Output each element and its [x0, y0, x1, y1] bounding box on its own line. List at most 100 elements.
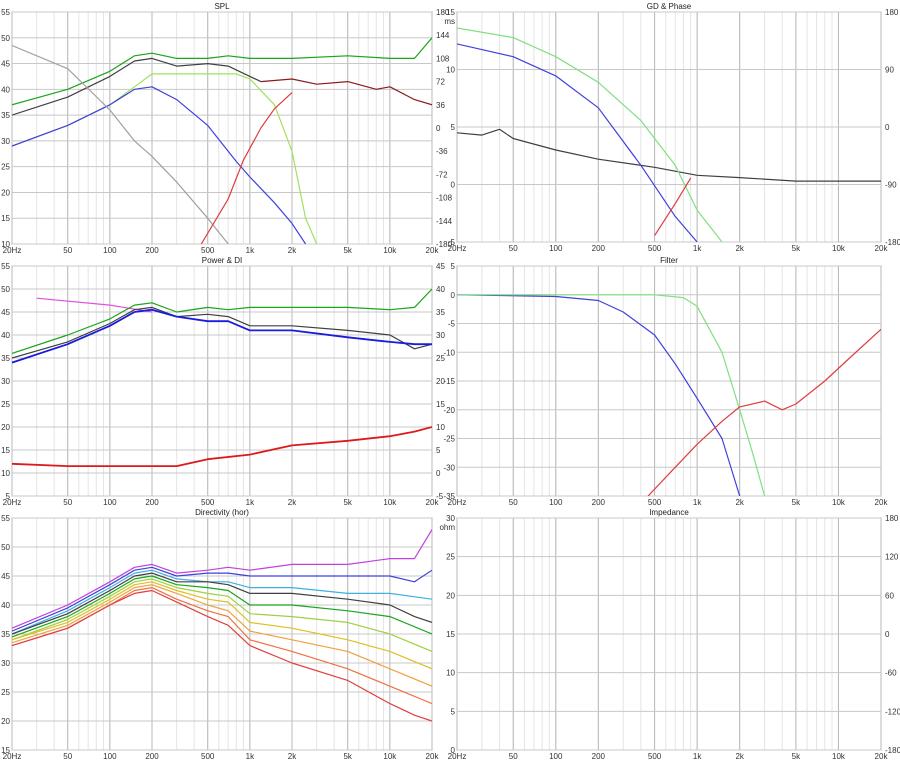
- y2-tick-label: 60: [885, 591, 894, 600]
- y-tick-label: 30: [1, 377, 10, 386]
- chart-gd-phase: 20Hz 50 100 200 500 1k 2k 5k 10k 20k -5 0 5 10 15 -180 -…: [444, 2, 900, 253]
- x-tick-label: 1k: [246, 752, 255, 761]
- y-tick-label: 15: [446, 630, 455, 639]
- y-tick-label: 50: [1, 285, 10, 294]
- y2-tick-label: 36: [436, 101, 445, 110]
- series-line-4: [654, 177, 692, 236]
- x-tick-label: 20k: [875, 752, 889, 761]
- x-tick-label: 1k: [246, 246, 255, 255]
- y-tick-label: 10: [1, 469, 10, 478]
- x-tick-label: 20Hz: [3, 498, 22, 507]
- series-line-2: [12, 566, 432, 632]
- series-line-7: [200, 92, 293, 244]
- x-tick-label: 5k: [792, 752, 801, 761]
- x-tick-label: 5k: [343, 752, 352, 761]
- y-tick-label: 45: [1, 308, 10, 317]
- y2-tick-label: -72: [436, 170, 448, 179]
- x-tick-label: 20Hz: [3, 752, 22, 761]
- y2-tick-label: 120: [885, 553, 899, 562]
- series-line-8: [12, 584, 432, 687]
- x-tick-label: 10k: [832, 244, 846, 253]
- series-group: [457, 294, 881, 496]
- x-tick-label: 500: [201, 246, 215, 255]
- x-tick-label: 500: [201, 498, 215, 507]
- y2-tick-label: -180: [885, 238, 900, 247]
- y2-tick-label: -108: [436, 194, 453, 203]
- y2-tick-label: -144: [436, 217, 453, 226]
- series-line-1: [12, 37, 432, 106]
- y-tick-label: 10: [446, 669, 455, 678]
- y2-tick-label: -90: [885, 181, 897, 190]
- x-tick-label: 5k: [792, 244, 801, 253]
- x-tick-label: 100: [549, 244, 563, 253]
- x-tick-label: 1k: [246, 498, 255, 507]
- y-tick-label: 30: [446, 514, 455, 523]
- y2-tick-label: -60: [885, 669, 897, 678]
- series-line-5: [12, 86, 307, 244]
- x-tick-label: 20k: [426, 246, 440, 255]
- x-tick-label: 200: [592, 498, 606, 507]
- x-tick-label: 500: [648, 752, 662, 761]
- y2-tick-label: 30: [436, 331, 445, 340]
- x-tick-label: 500: [648, 244, 662, 253]
- y2-tick-label: -5: [436, 492, 444, 501]
- x-tick-label: 10k: [832, 752, 846, 761]
- series-line-1: [457, 128, 881, 182]
- y2-tick-label: 90: [885, 66, 894, 75]
- y2-tick-label: 15: [436, 400, 445, 409]
- series-line-3: [457, 43, 698, 242]
- y-tick-label: -35: [443, 492, 455, 501]
- series-group: [12, 37, 432, 244]
- series-line-2: [12, 57, 262, 116]
- series-line-2: [457, 27, 723, 242]
- x-tick-label: 50: [509, 498, 518, 507]
- y-tick-label: -5: [448, 238, 456, 247]
- x-tick-label: 10k: [383, 498, 397, 507]
- y2-tick-label: -180: [885, 746, 900, 755]
- x-tick-label: 100: [103, 752, 117, 761]
- x-tick-label: 20k: [426, 498, 440, 507]
- x-tick-label: 200: [592, 244, 606, 253]
- x-tick-label: 2k: [735, 752, 744, 761]
- x-tick-label: 2k: [288, 498, 297, 507]
- series-group: [12, 529, 432, 722]
- y-tick-label: -20: [443, 406, 455, 415]
- x-tick-label: 20Hz: [3, 246, 22, 255]
- y2-tick-label: 0: [885, 123, 890, 132]
- series-line-5: [12, 575, 432, 638]
- y-tick-label: 15: [446, 8, 455, 17]
- y-tick-label: 30: [1, 659, 10, 668]
- chart-impedance: 20Hz 50 100 200 500 1k 2k 5k 10k 20k 0 5 10 15 20 25 30 -…: [439, 508, 900, 761]
- y2-tick-label: 0: [436, 124, 441, 133]
- x-tick-label: 20Hz: [448, 498, 467, 507]
- y-tick-label: -10: [443, 348, 455, 357]
- plot-area: [11, 11, 433, 245]
- y-tick-label: 5: [451, 123, 456, 132]
- x-tick-label: 5k: [343, 498, 352, 507]
- x-tick-label: 50: [63, 498, 72, 507]
- y2-tick-label: 0: [885, 630, 890, 639]
- y2-tick-label: 180: [436, 8, 450, 17]
- y-tick-label: 5: [6, 492, 11, 501]
- y2-tick-label: 5: [436, 446, 441, 455]
- chart-spl: 20Hz 50 100 200 500 1k 2k 5k 10k 20k1015202530354…: [1, 2, 452, 255]
- y-axis-label: ms: [444, 17, 455, 26]
- series-line-5: [12, 426, 432, 467]
- y-tick-label: -30: [443, 463, 455, 472]
- y-tick-label: 10: [446, 66, 455, 75]
- y-tick-label: 50: [1, 543, 10, 552]
- y-tick-label: 20: [1, 188, 10, 197]
- x-tick-label: 5k: [343, 246, 352, 255]
- x-tick-label: 2k: [288, 752, 297, 761]
- y-tick-label: -15: [443, 377, 455, 386]
- x-tick-label: 5k: [792, 498, 801, 507]
- x-tick-label: 20k: [426, 752, 440, 761]
- series-line-3: [12, 306, 432, 359]
- chart-title: Impedance: [649, 508, 689, 517]
- series-group: [457, 27, 881, 242]
- chart-power-di: 20Hz 50 100 200 500 1k 2k 5k 10k 20k5101520253035…: [1, 256, 445, 507]
- y2-tick-label: 72: [436, 78, 445, 87]
- y2-tick-label: 20: [436, 377, 445, 386]
- series-line-4: [12, 572, 432, 635]
